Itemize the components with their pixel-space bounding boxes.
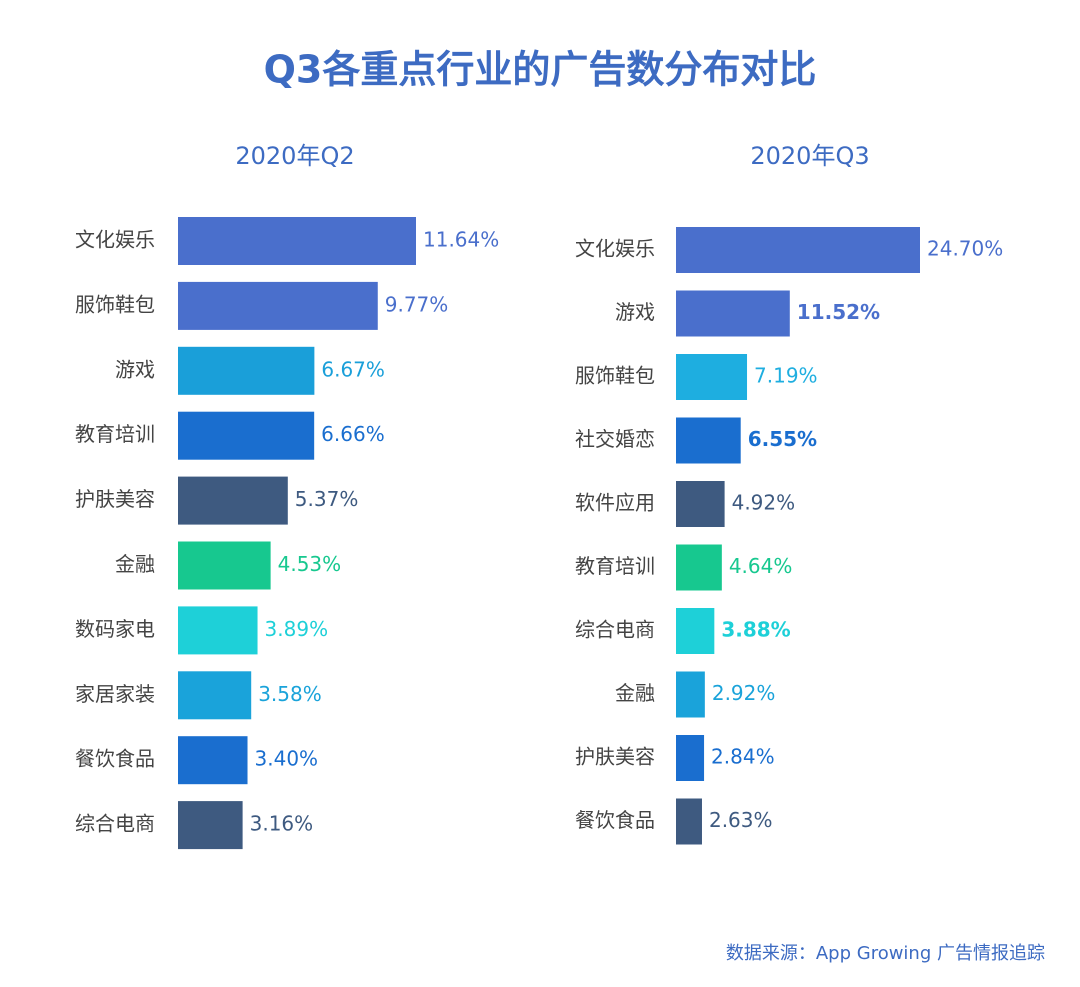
chart-subtitle: 2020年Q3: [750, 142, 869, 170]
category-label: 游戏: [615, 300, 655, 324]
bar: [676, 481, 725, 527]
bar: [676, 354, 748, 400]
main-title: Q3各重点行业的广告数分布对比: [264, 48, 817, 92]
value-label: 3.40%: [255, 747, 319, 771]
category-label: 服饰鞋包: [575, 364, 655, 388]
value-label: 11.64%: [423, 228, 499, 252]
bar: [676, 671, 705, 718]
category-label: 餐饮食品: [75, 747, 155, 771]
bar: [676, 798, 702, 845]
value-label: 3.89%: [265, 617, 329, 641]
chart-subtitle: 2020年Q2: [235, 142, 354, 170]
bar: [178, 801, 243, 850]
value-label: 9.77%: [385, 292, 449, 316]
category-label: 护肤美容: [575, 745, 655, 769]
bar: [178, 671, 252, 720]
bar: [676, 735, 705, 781]
value-label: 4.92%: [732, 491, 796, 515]
value-label: 6.66%: [321, 422, 385, 446]
bar: [178, 217, 416, 265]
category-label: 文化娱乐: [575, 237, 655, 261]
value-label: 7.19%: [754, 364, 818, 388]
bar: [676, 227, 920, 273]
value-label: 3.58%: [258, 682, 322, 706]
category-label: 文化娱乐: [75, 228, 155, 252]
category-label: 软件应用: [575, 491, 655, 515]
value-label: 2.63%: [709, 808, 773, 832]
category-label: 餐饮食品: [575, 808, 655, 832]
category-label: 服饰鞋包: [75, 292, 155, 316]
bar: [178, 411, 315, 460]
category-label: 家居家装: [75, 682, 155, 706]
value-label: 24.70%: [927, 237, 1003, 261]
bar: [676, 544, 722, 591]
value-label: 4.53%: [278, 552, 342, 576]
category-label: 教育培训: [75, 422, 155, 446]
bar: [178, 346, 315, 395]
bar: [676, 417, 741, 464]
value-label: 2.84%: [711, 745, 775, 769]
category-label: 综合电商: [575, 618, 655, 642]
category-label: 护肤美容: [75, 487, 155, 511]
value-label: 5.37%: [295, 487, 359, 511]
value-label: 3.16%: [250, 812, 314, 836]
value-label: 3.88%: [721, 618, 790, 642]
value-label: 11.52%: [797, 300, 880, 324]
bar: [676, 608, 715, 654]
bar: [178, 281, 378, 330]
bar: [178, 736, 248, 785]
category-label: 数码家电: [75, 617, 155, 641]
category-label: 教育培训: [575, 554, 655, 578]
value-label: 6.55%: [748, 427, 817, 451]
bar: [178, 606, 258, 655]
category-label: 社交婚恋: [575, 427, 655, 451]
source-note: 数据来源：App Growing 广告情报追踪: [726, 943, 1045, 964]
value-label: 6.67%: [321, 357, 385, 381]
bar: [676, 290, 790, 337]
category-label: 金融: [115, 552, 155, 576]
category-label: 综合电商: [75, 812, 155, 836]
bar: [178, 541, 271, 590]
value-label: 2.92%: [712, 681, 776, 705]
value-label: 4.64%: [729, 554, 793, 578]
bar: [178, 476, 288, 525]
category-label: 游戏: [115, 357, 155, 381]
category-label: 金融: [615, 681, 655, 705]
